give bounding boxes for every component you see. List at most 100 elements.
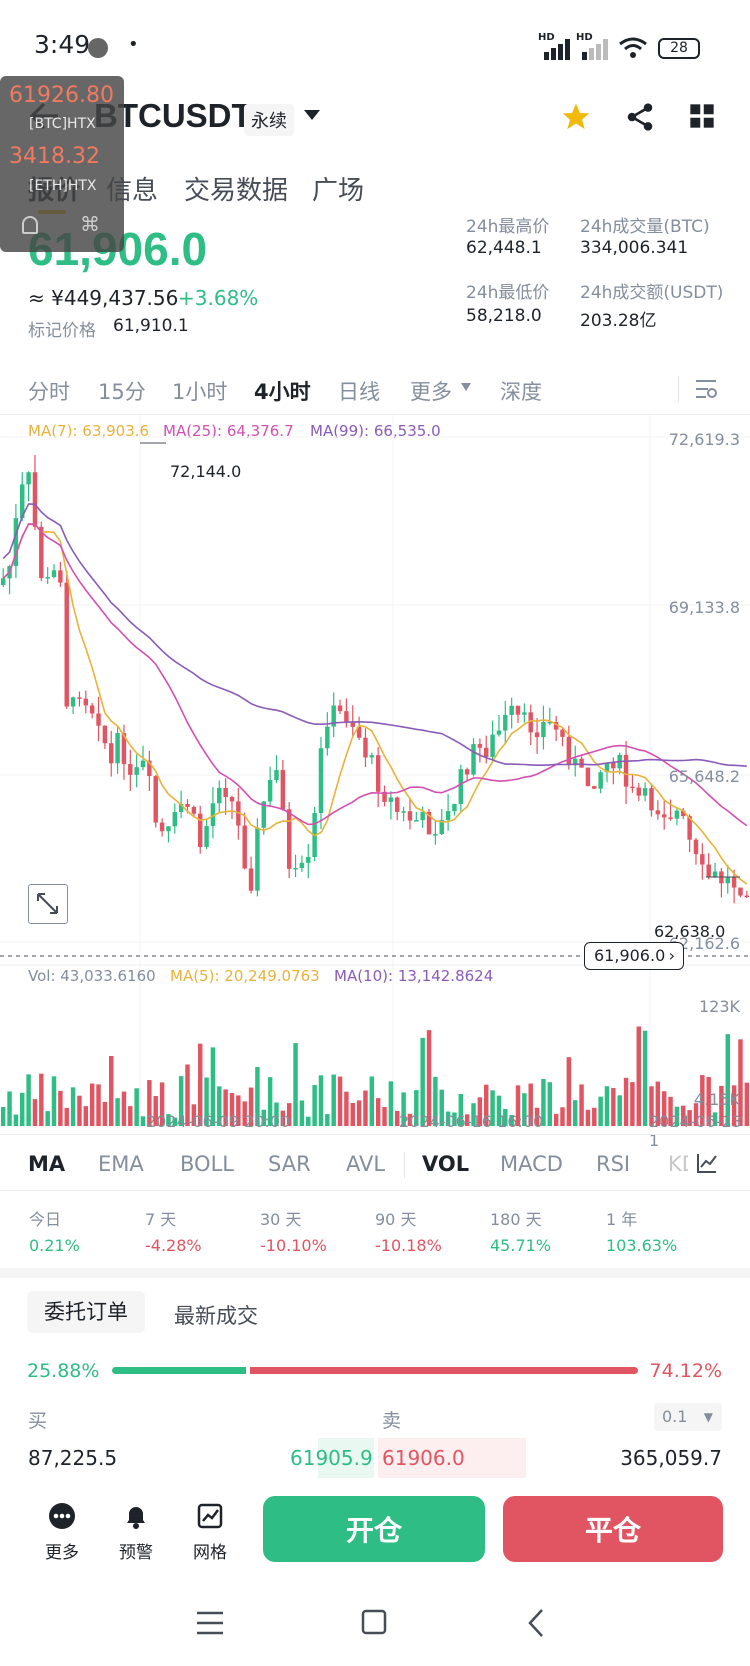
close-position-button[interactable]: 平仓	[503, 1496, 723, 1562]
indicator-boll[interactable]: BOLL	[180, 1152, 234, 1176]
candle-body	[439, 820, 444, 835]
indicator-ma[interactable]: MA	[28, 1152, 66, 1176]
volume-bar	[636, 1026, 641, 1126]
volume-bar	[617, 1095, 622, 1126]
volume-bar	[674, 1106, 680, 1126]
ma25-line	[2, 523, 748, 827]
candle-body	[579, 758, 584, 768]
volume-bar	[668, 1096, 673, 1126]
candle-body	[445, 811, 451, 821]
indicator-avl[interactable]: AVL	[346, 1152, 386, 1176]
widget-command-icon[interactable]: ⌘	[80, 212, 100, 236]
candle-body	[115, 733, 120, 764]
volume-bar	[280, 1110, 286, 1126]
indicator-settings-button[interactable]	[688, 1144, 750, 1184]
candle-body	[553, 721, 559, 730]
volume-bar	[604, 1086, 610, 1126]
chart-tab-line[interactable]: 分时	[28, 380, 70, 404]
candle-body	[191, 806, 197, 814]
tab-latest-trades[interactable]: 最新成交	[174, 1304, 258, 1328]
menu-icon[interactable]	[196, 1610, 224, 1636]
sell-price[interactable]: 61906.0	[382, 1446, 465, 1470]
depth-step-select[interactable]: 0.1 ▼	[654, 1403, 722, 1431]
candle-body	[426, 811, 432, 835]
volume-bar	[623, 1077, 629, 1126]
candle-body	[388, 797, 394, 802]
candle-body	[286, 809, 292, 869]
indicator-macd[interactable]: MACD	[500, 1152, 563, 1176]
indicator-rsi[interactable]: RSI	[596, 1152, 631, 1176]
close-position-label: 平仓	[584, 1514, 641, 1547]
contract-badge: 永续	[244, 104, 294, 136]
candle-body	[515, 705, 521, 715]
chart-settings-icon[interactable]	[694, 378, 718, 400]
candle-body	[325, 726, 330, 749]
vol-btc-label: 24h成交量(BTC)	[580, 217, 710, 237]
candlestick-chart[interactable]	[0, 415, 750, 1130]
volume-bar	[20, 1092, 25, 1126]
candle-body	[166, 826, 171, 832]
volume-bar	[534, 1107, 540, 1126]
tab-square[interactable]: 广场	[312, 176, 365, 206]
chart-tab-1h[interactable]: 1小时	[172, 380, 228, 404]
more-dropdown-icon[interactable]	[460, 382, 472, 392]
x-axis-label-2: 2024-06-16 16:00	[399, 1112, 544, 1131]
volume-bar	[522, 1093, 527, 1126]
chart-tab-4h[interactable]: 4小时	[254, 380, 311, 404]
volume-bar	[382, 1107, 387, 1126]
price-cny: ≈ ¥449,437.56	[28, 286, 179, 310]
share-icon[interactable]	[624, 101, 656, 133]
perf-value-180d: 45.71%	[490, 1236, 552, 1255]
perf-label-30d: 30 天	[260, 1210, 302, 1229]
chart-tab-depth[interactable]: 深度	[500, 380, 542, 404]
volume-bar	[115, 1098, 120, 1126]
floating-price-widget[interactable]: 61926.80 [BTC]HTX 3418.32 [ETH]HTX ⌘	[0, 76, 124, 252]
candle-body	[344, 711, 349, 723]
volume-bar	[592, 1107, 597, 1126]
chart-tab-more[interactable]: 更多	[410, 380, 452, 404]
tab-trade-data[interactable]: 交易数据	[184, 176, 289, 206]
high-marker-label: 72,144.0	[170, 462, 242, 481]
fullscreen-button[interactable]	[28, 884, 68, 924]
tab-open-orders[interactable]: 委托订单	[27, 1291, 145, 1333]
buy-depth-bg	[318, 1438, 374, 1478]
step-dropdown-icon: ▼	[703, 1410, 713, 1424]
volume-bar	[13, 1114, 19, 1126]
home-icon[interactable]	[360, 1608, 388, 1636]
candle-body	[649, 788, 654, 811]
chart-tab-15m[interactable]: 15分	[98, 380, 146, 404]
grid-menu-icon[interactable]	[688, 102, 716, 130]
volume-bar	[210, 1047, 216, 1126]
candle-body	[102, 725, 108, 744]
candle-body	[693, 839, 699, 855]
notification-dot-icon: •	[128, 34, 139, 55]
candle-body	[147, 760, 152, 777]
candle-body	[83, 698, 89, 706]
buy-price[interactable]: 61905.9	[290, 1446, 373, 1470]
favorite-star-icon[interactable]	[560, 101, 592, 133]
widget-bell-icon[interactable]	[22, 216, 38, 234]
candle-body	[248, 868, 254, 891]
volume-bar	[420, 1037, 425, 1126]
indicator-vol[interactable]: VOL	[422, 1152, 470, 1176]
candle-body	[13, 518, 19, 567]
volume-bar	[464, 1114, 470, 1126]
more-dots-icon	[49, 1503, 75, 1529]
candle-body	[363, 737, 368, 758]
net-label-1: HD	[538, 32, 555, 43]
grid-bot-label: 网格	[193, 1543, 227, 1563]
volume-bar	[191, 1104, 197, 1126]
current-price-tag[interactable]: 61,906.0 ›	[584, 942, 684, 970]
volume-bar	[197, 1043, 203, 1126]
chart-tab-1d[interactable]: 日线	[338, 380, 380, 404]
candle-body	[210, 803, 216, 827]
open-position-button[interactable]: 开仓	[263, 1496, 485, 1562]
indicator-ema[interactable]: EMA	[98, 1152, 144, 1176]
indicator-sar[interactable]: SAR	[268, 1152, 311, 1176]
volume-bar	[649, 1086, 654, 1126]
back-icon[interactable]	[526, 1608, 546, 1638]
volume-bar	[445, 1111, 451, 1126]
symbol-dropdown-icon[interactable]	[302, 108, 322, 122]
y-axis-label-1: 72,619.3	[668, 430, 740, 449]
low-label: 24h最低价	[466, 283, 550, 303]
